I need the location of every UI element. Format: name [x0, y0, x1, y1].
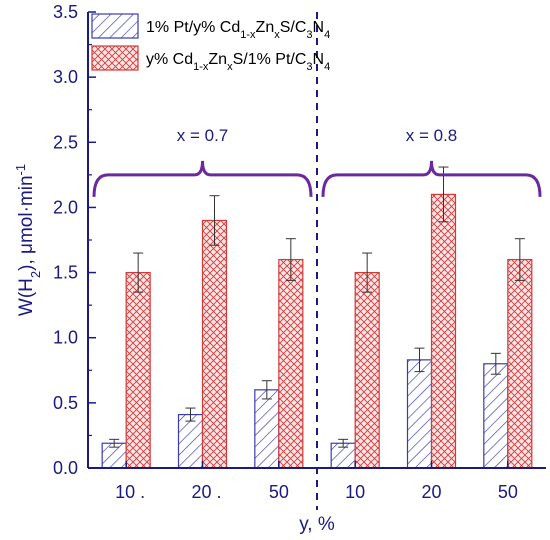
error-bar-s1-4: [338, 438, 349, 448]
x-tick-label: 20 .: [191, 482, 221, 502]
error-bar-s1-2: [185, 407, 196, 422]
group-brace-2: [321, 160, 542, 197]
bars-layer: [101, 166, 533, 469]
x-tick-label: 50: [269, 482, 289, 502]
bar-s2-1: [125, 271, 151, 469]
x-tick-label: 10: [345, 482, 365, 502]
legend-label-1: 1% Pt/y% Cd1-xZnxS/C3N4: [146, 19, 330, 41]
y-tick-label: 3.5: [53, 2, 78, 22]
error-bar-s1-3: [261, 380, 272, 400]
error-bar-s2-6: [514, 238, 525, 281]
legend-label-2: y% Cd1-xZnxS/1% Pt/C3N4: [146, 51, 330, 73]
y-tick-label: 2.5: [53, 132, 78, 152]
y-tick-label: 0.0: [53, 458, 78, 478]
y-tick-label: 1.5: [53, 263, 78, 283]
bar-s1-2: [177, 413, 204, 469]
x-axis-title: y, %: [299, 514, 335, 535]
y-tick-label: 2.0: [53, 197, 78, 217]
y-tick-label: 3.0: [53, 67, 78, 87]
bar-s1-3: [254, 389, 280, 469]
group-label-2: x = 0.8: [406, 126, 458, 145]
error-bar-s2-4: [362, 252, 373, 293]
bar-s2-4: [354, 271, 380, 469]
bar-s2-6: [507, 258, 533, 469]
group-brace-1: [92, 160, 313, 197]
y-tick-label: 0.5: [53, 393, 78, 413]
legend: 1% Pt/y% Cd1-xZnxS/C3N4 y% Cd1-xZnxS/1% P…: [91, 13, 330, 73]
bar-s1-5: [406, 359, 433, 469]
bar-s2-3: [278, 258, 304, 469]
x-tick-label: 10 .: [115, 482, 145, 502]
bar-s1-6: [483, 363, 509, 469]
legend-swatch-1: [91, 13, 139, 39]
error-bar-s1-1: [109, 438, 120, 448]
annotations-layer: x = 0.7 x = 0.8: [92, 12, 542, 510]
group-label-1: x = 0.7: [177, 126, 229, 145]
legend-swatch-2: [91, 45, 139, 71]
error-bar-s2-3: [285, 238, 296, 281]
y-tick-label: 1.0: [53, 328, 78, 348]
error-bar-s2-2: [209, 195, 220, 246]
bar-s2-5: [430, 193, 457, 469]
x-tick-label: 20: [421, 482, 441, 502]
x-tick-label: 50: [498, 482, 518, 502]
axes-layer: 0.0 0.5 1.0 1.5 2.0 2.5 3.0 3.5 10 . 20 . 50 10 20 50…: [13, 2, 546, 535]
error-bar-s2-1: [133, 252, 144, 293]
y-axis-title: W(H2), μmol·min-1: [13, 164, 43, 316]
error-bar-s1-6: [490, 352, 501, 375]
bar-s2-2: [201, 219, 228, 469]
error-bar-s1-5: [414, 347, 425, 373]
